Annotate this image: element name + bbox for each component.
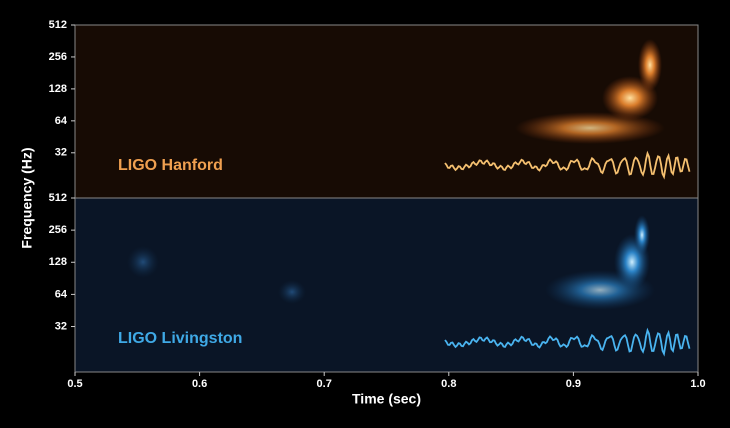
panel-hanford xyxy=(75,25,698,198)
x-tick-label: 0.9 xyxy=(566,378,581,390)
y-tick-label: 256 xyxy=(49,224,67,236)
spectrogram-glow xyxy=(127,39,665,310)
panel-label: LIGO Hanford xyxy=(118,157,223,174)
x-tick-label: 0.6 xyxy=(192,378,207,390)
x-tick-label: 0.5 xyxy=(67,378,82,390)
panel-label: LIGO Livingston xyxy=(118,330,242,347)
y-tick-label: 256 xyxy=(49,51,67,63)
y-tick-label: 64 xyxy=(55,288,68,300)
y-tick-label: 128 xyxy=(49,83,67,95)
x-axis-label: Time (sec) xyxy=(352,391,421,407)
x-tick-label: 0.7 xyxy=(317,378,332,390)
x-tick-label: 0.8 xyxy=(441,378,456,390)
waveform xyxy=(444,150,691,180)
y-axis-label: Frequency (Hz) xyxy=(19,147,35,248)
y-tick-label: 32 xyxy=(55,320,67,332)
waveform xyxy=(444,327,691,357)
y-tick-label: 64 xyxy=(55,115,68,127)
x-tick-label: 1.0 xyxy=(690,378,705,390)
y-tick-label: 128 xyxy=(49,256,67,268)
y-tick-label: 32 xyxy=(55,147,67,159)
y-tick-label: 512 xyxy=(49,19,67,31)
y-tick-label: 512 xyxy=(49,192,67,204)
